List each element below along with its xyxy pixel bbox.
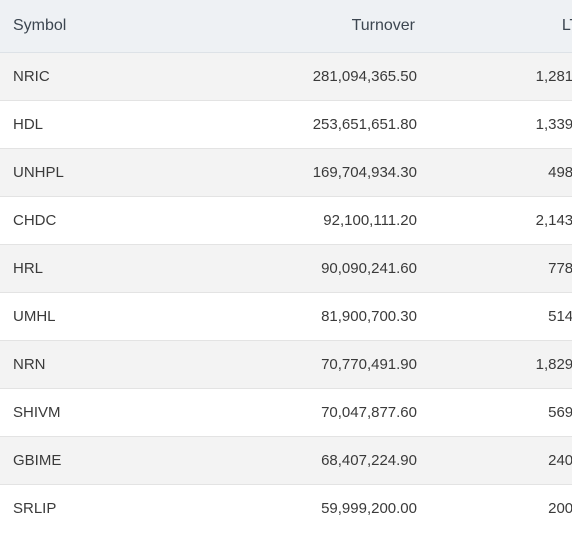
cell-ltp: 514.00: [417, 292, 572, 341]
cell-ltp: 200.00: [548, 499, 572, 517]
cell-turnover: 68,407,224.90: [214, 436, 417, 485]
cell-symbol: SRLIP: [13, 499, 57, 517]
table-row[interactable]: CHDC 92,100,111.20 2,143.00: [0, 196, 572, 245]
cell-turnover: 253,651,651.80: [214, 100, 417, 149]
table-row[interactable]: HDL 253,651,651.80 1,339.00: [0, 100, 572, 149]
cell-ltp: 569.00: [417, 388, 572, 437]
cell-ltp: 240.00: [417, 436, 572, 485]
cell-turnover: 70,047,877.60: [214, 388, 417, 437]
table-row[interactable]: HRL 90,090,241.60 778.90: [0, 244, 572, 293]
cell-symbol: NRIC: [0, 52, 214, 101]
cell-turnover: 81,900,700.30: [214, 292, 417, 341]
cell-turnover: 90,090,241.60: [214, 244, 417, 293]
cell-ltp: 778.90: [417, 244, 572, 293]
cell-turnover: 59,999,200.00: [321, 499, 417, 517]
table-row[interactable]: NRIC 281,094,365.50 1,281.00: [0, 52, 572, 101]
table-body: NRIC 281,094,365.50 1,281.00 HDL 253,651…: [0, 52, 572, 532]
table-row[interactable]: SRLIP 59,999,200.00 200.00: [0, 484, 572, 532]
table-row[interactable]: GBIME 68,407,224.90 240.00: [0, 436, 572, 485]
cell-ltp: 1,339.00: [417, 100, 572, 149]
cell-ltp: 498.00: [417, 148, 572, 197]
cell-turnover: 281,094,365.50: [214, 52, 417, 101]
cell-symbol: SHIVM: [0, 388, 214, 437]
header-turnover[interactable]: Turnover: [214, 0, 417, 53]
cell-symbol: UMHL: [0, 292, 214, 341]
cell-symbol: CHDC: [0, 196, 214, 245]
cell-ltp: 1,829.00: [417, 340, 572, 389]
table-row[interactable]: UNHPL 169,704,934.30 498.00: [0, 148, 572, 197]
cell-symbol: GBIME: [0, 436, 214, 485]
table-row[interactable]: SHIVM 70,047,877.60 569.00: [0, 388, 572, 437]
header-ltp[interactable]: LTP: [417, 0, 572, 53]
cell-turnover: 169,704,934.30: [214, 148, 417, 197]
header-row: Symbol Turnover LTP: [0, 0, 572, 53]
cell-symbol: UNHPL: [0, 148, 214, 197]
table-row[interactable]: UMHL 81,900,700.30 514.00: [0, 292, 572, 341]
table-header: Symbol Turnover LTP: [0, 0, 572, 53]
cell-turnover: 70,770,491.90: [214, 340, 417, 389]
cell-ltp: 1,281.00: [417, 52, 572, 101]
table-row[interactable]: NRN 70,770,491.90 1,829.00: [0, 340, 572, 389]
cell-symbol: NRN: [0, 340, 214, 389]
cell-turnover: 92,100,111.20: [214, 196, 417, 245]
header-symbol[interactable]: Symbol: [0, 0, 214, 53]
cell-symbol: HDL: [0, 100, 214, 149]
cell-ltp: 2,143.00: [417, 196, 572, 245]
cell-symbol: HRL: [0, 244, 214, 293]
